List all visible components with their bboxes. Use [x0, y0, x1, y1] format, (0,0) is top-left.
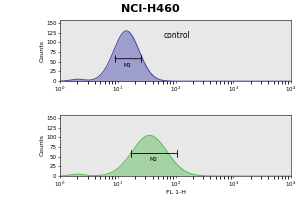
Text: control: control: [164, 31, 191, 40]
Y-axis label: Counts: Counts: [40, 40, 45, 62]
Text: NCI-H460: NCI-H460: [121, 4, 179, 14]
Y-axis label: Counts: Counts: [40, 134, 45, 156]
Text: M2: M2: [150, 157, 158, 162]
Text: M1: M1: [124, 63, 132, 68]
X-axis label: FL 1-H: FL 1-H: [166, 190, 185, 195]
